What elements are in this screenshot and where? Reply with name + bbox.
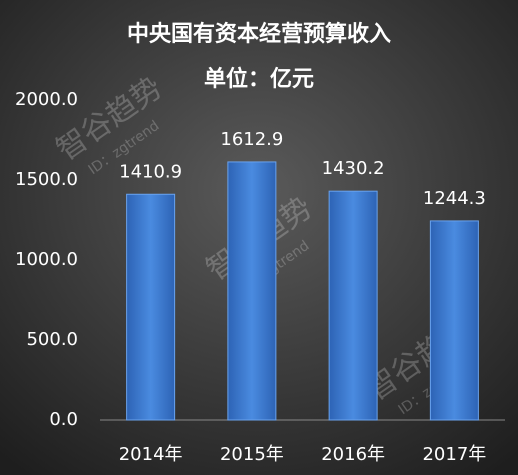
- value-label: 1612.9: [220, 129, 283, 150]
- y-tick-label: 1000.0: [15, 249, 78, 270]
- bar: [429, 220, 479, 421]
- x-tick-label: 2017年: [422, 444, 486, 465]
- bar: [126, 193, 176, 421]
- chart-subtitle: 单位：亿元: [204, 66, 314, 92]
- bar: [227, 161, 277, 421]
- y-tick-label: 2000.0: [15, 89, 78, 110]
- y-tick-label: 500.0: [26, 329, 78, 350]
- value-label: 1244.3: [423, 188, 486, 209]
- x-tick-label: 2016年: [321, 444, 385, 465]
- value-label: 1410.9: [119, 161, 182, 182]
- x-tick-label: 2015年: [220, 444, 284, 465]
- value-label: 1430.2: [322, 158, 385, 179]
- bar: [328, 190, 378, 421]
- y-tick-label: 1500.0: [15, 169, 78, 190]
- y-tick-label: 0.0: [49, 409, 78, 430]
- chart-title: 中央国有资本经营预算收入: [127, 21, 391, 47]
- x-tick-label: 2014年: [119, 444, 183, 465]
